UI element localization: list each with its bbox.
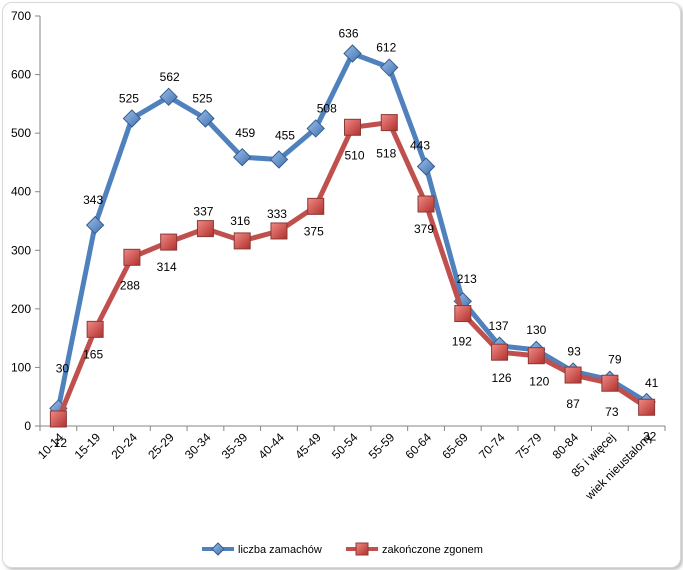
data-label: 93 — [567, 345, 581, 359]
point-marker — [269, 150, 289, 169]
point-marker — [85, 215, 105, 235]
data-label: 79 — [608, 353, 622, 367]
point-marker — [232, 147, 252, 167]
data-label: 508 — [317, 101, 337, 115]
data-label: 525 — [192, 92, 212, 106]
data-label: 32 — [643, 429, 657, 443]
x-tick-label: 65-69 — [439, 430, 471, 462]
point-marker — [307, 197, 325, 215]
data-label: 314 — [157, 260, 177, 274]
point-marker — [49, 410, 67, 428]
y-tick-label: 500 — [11, 126, 31, 140]
legend: liczba zamachów zakończone zgonem — [202, 542, 483, 556]
y-tick-label: 700 — [11, 9, 31, 23]
series-line-zgony — [55, 120, 650, 422]
data-label: 333 — [267, 207, 287, 221]
x-tick-label: 60-64 — [403, 430, 435, 462]
data-label: 73 — [605, 405, 619, 419]
point-marker — [638, 398, 656, 416]
data-label: 455 — [275, 129, 295, 143]
legend-marker — [355, 542, 369, 556]
point-marker — [196, 109, 215, 128]
x-tick-label: 70-74 — [476, 430, 508, 462]
data-label: 379 — [414, 222, 434, 236]
data-label: 137 — [489, 319, 509, 333]
point-marker — [601, 374, 619, 392]
x-tick-label: 15-19 — [72, 430, 104, 462]
data-label: 165 — [83, 347, 103, 361]
data-label: 636 — [338, 26, 358, 40]
data-label: 130 — [526, 323, 546, 337]
x-tick-label: 45-49 — [292, 430, 324, 462]
data-label: 443 — [410, 139, 430, 153]
y-tick-label: 400 — [11, 185, 31, 199]
data-label: 41 — [645, 376, 659, 390]
y-tick-label: 300 — [11, 243, 31, 257]
data-label: 459 — [235, 126, 255, 140]
point-marker — [233, 232, 251, 250]
data-label: 126 — [492, 371, 512, 385]
point-marker — [527, 347, 545, 365]
legend-label: liczba zamachów — [238, 544, 322, 556]
point-marker — [123, 248, 141, 266]
x-tick-label: 30-34 — [182, 430, 214, 462]
point-marker — [454, 305, 472, 323]
data-label: 525 — [119, 92, 139, 106]
point-marker — [270, 222, 288, 240]
data-labels: 30 343 525 562 525 459 455 508 636 612 443 213 137 13… — [54, 26, 659, 449]
x-tick-label: 50-54 — [329, 430, 361, 462]
data-label: 120 — [529, 375, 549, 389]
point-marker — [491, 343, 509, 361]
point-marker — [196, 220, 214, 238]
x-tick-label: 75-79 — [513, 430, 545, 462]
point-marker — [159, 87, 178, 107]
x-tick-label: 40-44 — [255, 430, 287, 462]
point-marker — [86, 320, 104, 338]
x-tick-label: 55-59 — [366, 430, 398, 462]
y-tick-label: 0 — [24, 419, 31, 433]
data-label: 562 — [160, 70, 180, 84]
data-label: 12 — [54, 436, 68, 450]
y-tick-label: 200 — [11, 302, 31, 316]
x-tick-label: 80-84 — [550, 430, 582, 462]
data-label: 375 — [304, 224, 324, 238]
data-label: 518 — [376, 147, 396, 161]
point-marker — [417, 195, 435, 213]
data-label: 612 — [376, 41, 396, 55]
point-marker — [122, 109, 142, 128]
series-line-zamachy — [55, 51, 650, 411]
data-label: 30 — [56, 361, 70, 375]
data-label: 510 — [344, 148, 364, 162]
y-tick-label: 100 — [11, 360, 31, 374]
point-marker — [160, 233, 178, 251]
point-marker — [564, 366, 582, 384]
point-marker — [380, 114, 398, 132]
x-tick-label: 25-29 — [145, 430, 177, 462]
legend-marker — [211, 542, 225, 556]
x-tick-label: 20-24 — [108, 430, 140, 462]
series-layer — [49, 44, 656, 428]
data-label: 192 — [452, 335, 472, 349]
point-marker — [380, 58, 399, 77]
data-label: 87 — [566, 397, 580, 411]
y-tick-label: 600 — [11, 68, 31, 82]
x-tick-label: 35-39 — [219, 430, 251, 462]
point-marker — [306, 119, 325, 138]
point-marker — [344, 118, 361, 136]
data-label: 343 — [83, 193, 103, 207]
data-label: 316 — [230, 214, 250, 228]
data-label: 288 — [120, 278, 140, 292]
point-marker — [343, 44, 362, 63]
data-label: 337 — [193, 205, 213, 219]
data-label: 213 — [457, 272, 477, 286]
legend-label: zakończone zgonem — [382, 544, 483, 556]
point-marker — [416, 157, 436, 176]
